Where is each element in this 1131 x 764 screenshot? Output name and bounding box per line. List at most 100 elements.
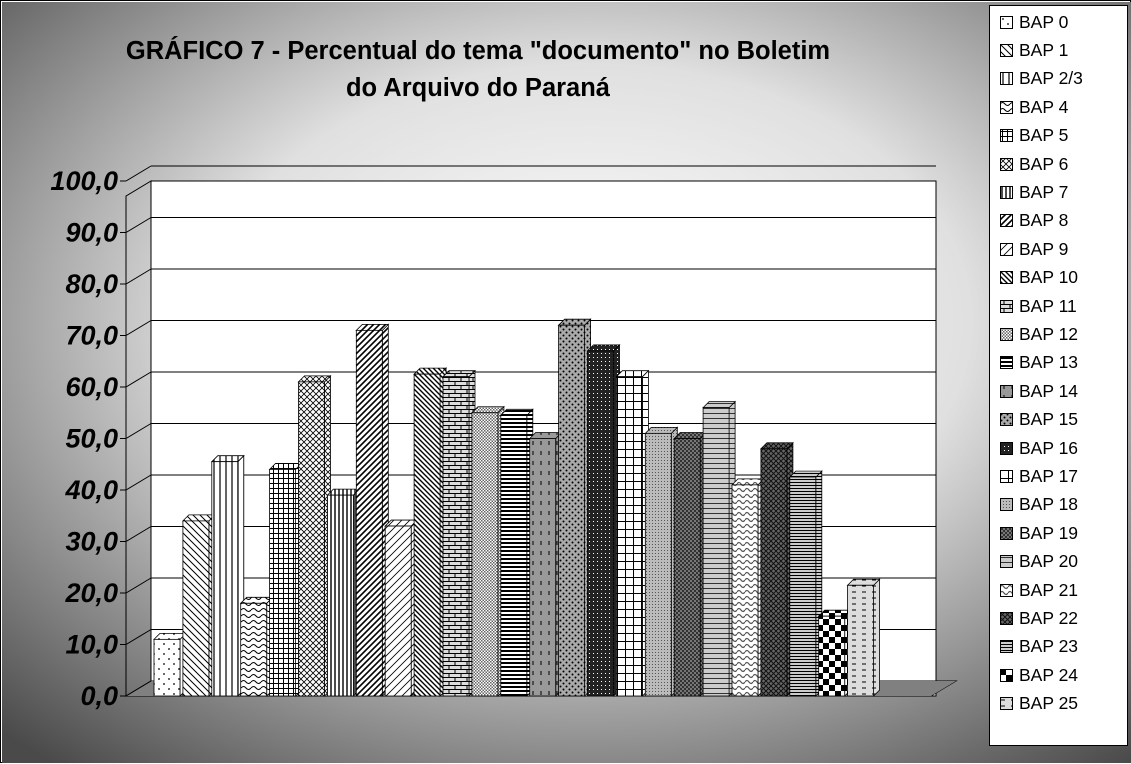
legend-item: BAP 2/3 (1000, 65, 1127, 93)
legend-label: BAP 18 (1019, 494, 1079, 515)
bar-top (442, 370, 476, 378)
bar-side (873, 578, 880, 697)
legend-swatch (1000, 668, 1013, 682)
gridline-side (125, 371, 152, 388)
bar-front (760, 448, 788, 697)
gridline-side (125, 320, 152, 336)
legend-swatch (1000, 697, 1013, 711)
legend-item: BAP 19 (1000, 519, 1127, 547)
legend-swatch (1000, 498, 1013, 512)
bar-front (413, 373, 441, 697)
bar-top (846, 578, 881, 586)
gridline-side (125, 474, 152, 491)
chart-title-line-1: GRÁFICO 7 - Percentual do tema "document… (126, 36, 830, 65)
legend-item: BAP 17 (1000, 462, 1127, 490)
legend-item: BAP 5 (1000, 122, 1127, 150)
bar-top (153, 632, 187, 640)
bar-18 (673, 431, 708, 697)
y-tick-label: 50,0 (65, 424, 118, 454)
bar-front (384, 525, 412, 697)
legend-label: BAP 23 (1019, 636, 1079, 657)
legend-swatch (1000, 72, 1013, 86)
chart-legend: BAP 0 BAP 1 BAP 2/3 BAP 4 BAP 5 BAP 6 BAP 7 BAP… (989, 5, 1128, 746)
bar-top (181, 514, 216, 522)
legend-label: BAP 14 (1019, 380, 1079, 401)
y-tick-label: 20,0 (64, 578, 118, 608)
bar-front (673, 438, 701, 697)
legend-item: BAP 1 (1000, 36, 1127, 64)
legend-swatch (1000, 441, 1013, 455)
legend-item: BAP 20 (1000, 547, 1127, 575)
legend-swatch (1000, 214, 1013, 228)
legend-item: BAP 12 (1000, 320, 1127, 348)
bar-front (211, 461, 239, 697)
chart-title-line-2: do Arquivo do Paraná (346, 74, 611, 102)
bar-top (470, 406, 505, 414)
bar-14 (557, 318, 592, 697)
bar-20 (731, 477, 765, 697)
legend-swatch (1000, 271, 1013, 285)
legend-item: BAP 11 (1000, 292, 1127, 320)
bar-front (326, 494, 354, 697)
bar-front (587, 350, 614, 697)
bar-17 (644, 426, 679, 697)
gridline-side (125, 577, 152, 594)
bar-11 (470, 405, 505, 697)
bar-front (182, 520, 210, 697)
legend-swatch (1000, 526, 1013, 540)
bar-9 (413, 367, 448, 697)
gridline-side (125, 629, 152, 645)
legend-label: BAP 10 (1019, 267, 1079, 288)
gridline-side (125, 165, 152, 182)
bar-front (644, 432, 672, 697)
legend-label: BAP 11 (1019, 295, 1077, 316)
bar-top (528, 432, 563, 439)
bar-10 (442, 369, 476, 697)
legend-swatch (1000, 611, 1013, 625)
legend-swatch (1000, 299, 1013, 313)
legend-item: BAP 23 (1000, 633, 1127, 661)
bar-front (789, 476, 817, 697)
gridline-side (125, 217, 152, 233)
legend-swatch (1000, 384, 1013, 398)
bar-front (355, 329, 383, 697)
legend-label: BAP 2/3 (1019, 68, 1083, 89)
bar-13 (528, 431, 563, 697)
legend-label: BAP 5 (1019, 125, 1069, 146)
legend-label: BAP 7 (1019, 182, 1069, 203)
legend-label: BAP 17 (1019, 465, 1079, 486)
legend-swatch (1000, 555, 1013, 569)
bar-top (326, 488, 361, 496)
legend-item: BAP 0 (1000, 8, 1127, 36)
legend-swatch (1000, 44, 1013, 58)
bar-front (269, 468, 297, 697)
legend-swatch (1000, 583, 1013, 597)
bar-top (788, 470, 823, 478)
legend-item: BAP 9 (1000, 235, 1127, 263)
bar-front (616, 376, 643, 697)
bar-top (731, 478, 765, 486)
bar-top (384, 519, 419, 527)
legend-item: BAP 21 (1000, 576, 1127, 604)
bar-16 (615, 369, 650, 697)
bars-layer (153, 318, 881, 697)
legend-swatch (1000, 15, 1013, 29)
legend-label: BAP 21 (1019, 579, 1079, 600)
axis-layer: 0,0 10,0 20,0 30,0 40,0 50,0 60,0 70,0 80,0 90,0 1… (50, 166, 127, 711)
bar-top (615, 370, 650, 378)
legend-swatch (1000, 640, 1013, 654)
legend-swatch (1000, 242, 1013, 256)
bar-top (355, 323, 390, 331)
legend-swatch (1000, 186, 1013, 200)
bar-front (702, 407, 730, 697)
bar-front (558, 324, 585, 697)
legend-item: BAP 18 (1000, 491, 1127, 519)
bar-front (471, 412, 499, 697)
legend-swatch (1000, 469, 1013, 483)
legend-label: BAP 25 (1019, 693, 1079, 714)
legend-label: BAP 19 (1019, 522, 1079, 543)
legend-label: BAP 20 (1019, 551, 1079, 572)
legend-swatch (1000, 129, 1013, 143)
bar-12 (499, 408, 534, 697)
